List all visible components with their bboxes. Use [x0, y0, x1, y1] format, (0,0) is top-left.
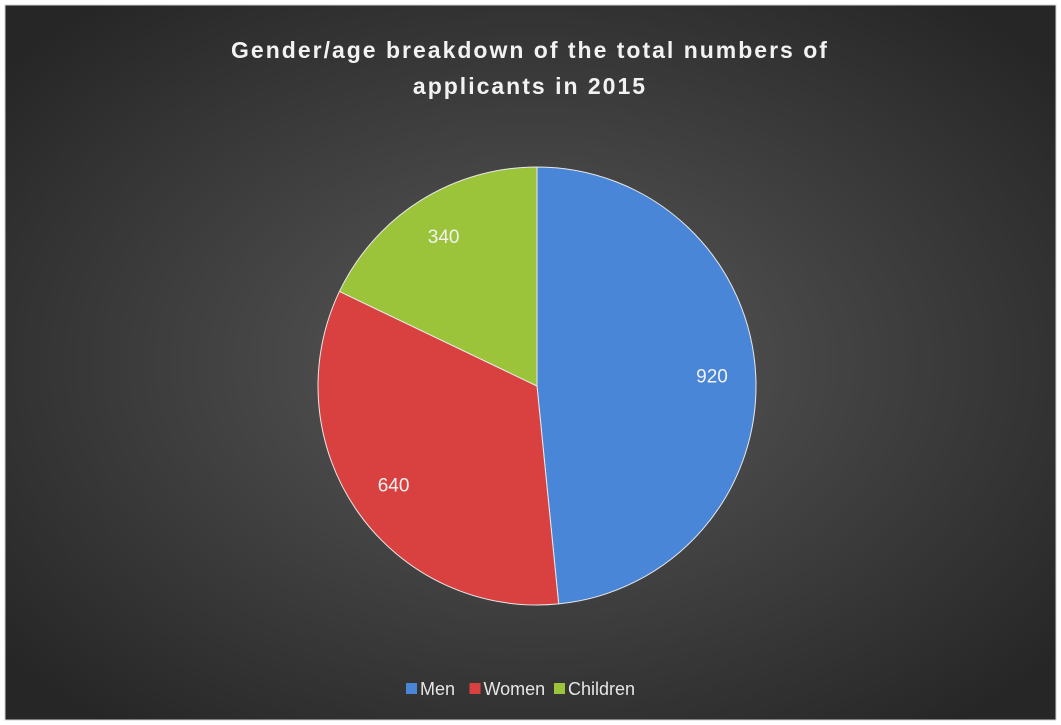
data-label: 640: [378, 476, 410, 497]
legend-swatch: [469, 683, 481, 694]
chart-title: Gender/age breakdown of the total number…: [231, 37, 829, 99]
legend-label: Women: [484, 679, 546, 699]
pie-slice: [338, 166, 538, 387]
legend-label: Men: [420, 679, 455, 699]
pie-slice: [317, 290, 560, 606]
legend-label: Children: [568, 679, 635, 699]
legend-swatch: [406, 683, 417, 694]
legend-swatch: [554, 683, 565, 694]
data-label: 920: [696, 366, 728, 387]
pie-slice: [536, 166, 757, 605]
data-label: 340: [428, 227, 460, 248]
